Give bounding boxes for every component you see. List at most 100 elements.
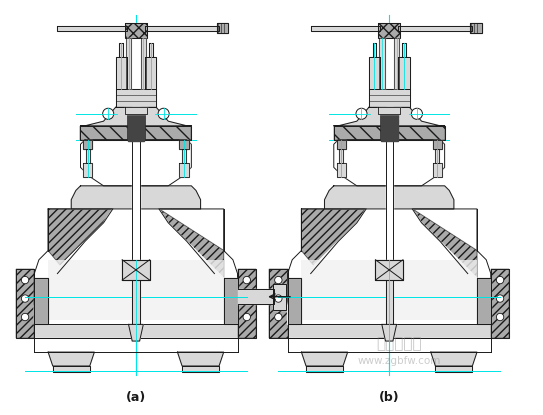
Polygon shape (149, 43, 153, 56)
Polygon shape (48, 352, 94, 366)
Polygon shape (288, 325, 491, 338)
Polygon shape (379, 38, 384, 89)
Polygon shape (48, 209, 113, 278)
Polygon shape (58, 26, 127, 31)
Polygon shape (128, 125, 144, 129)
Polygon shape (402, 43, 406, 56)
Polygon shape (145, 26, 219, 31)
Polygon shape (380, 107, 399, 140)
Polygon shape (127, 38, 145, 107)
Polygon shape (126, 38, 131, 89)
Polygon shape (179, 140, 188, 149)
Bar (80, 126, 191, 140)
Polygon shape (179, 163, 188, 177)
Polygon shape (470, 23, 482, 34)
Circle shape (243, 276, 250, 284)
Polygon shape (491, 269, 509, 338)
Circle shape (21, 295, 29, 302)
Polygon shape (34, 209, 237, 325)
Polygon shape (34, 325, 237, 338)
Polygon shape (182, 149, 186, 163)
Polygon shape (378, 23, 400, 38)
Polygon shape (80, 107, 191, 126)
Polygon shape (382, 325, 396, 341)
Polygon shape (431, 352, 477, 366)
Polygon shape (80, 140, 191, 186)
Polygon shape (325, 186, 454, 209)
Polygon shape (132, 107, 140, 260)
Circle shape (496, 313, 504, 321)
Polygon shape (372, 43, 376, 56)
Polygon shape (394, 38, 399, 89)
Circle shape (243, 295, 250, 302)
Circle shape (496, 276, 504, 284)
Circle shape (158, 108, 169, 120)
Polygon shape (178, 352, 224, 366)
Polygon shape (334, 126, 445, 140)
Polygon shape (125, 23, 147, 38)
Polygon shape (399, 56, 409, 89)
Polygon shape (237, 289, 274, 304)
Polygon shape (339, 149, 343, 163)
Polygon shape (128, 130, 144, 135)
Polygon shape (435, 149, 439, 163)
Circle shape (356, 108, 367, 120)
Polygon shape (380, 38, 399, 107)
Polygon shape (125, 107, 147, 114)
Polygon shape (141, 38, 146, 89)
Bar (48, 260, 224, 320)
Polygon shape (237, 269, 256, 338)
Polygon shape (83, 163, 92, 177)
Polygon shape (288, 209, 491, 325)
Polygon shape (145, 56, 156, 89)
Polygon shape (116, 56, 127, 89)
Polygon shape (334, 107, 445, 126)
Polygon shape (306, 366, 343, 372)
Polygon shape (386, 107, 393, 260)
Polygon shape (433, 140, 442, 149)
Polygon shape (301, 352, 348, 366)
Polygon shape (129, 325, 143, 341)
Polygon shape (369, 89, 409, 107)
Polygon shape (412, 209, 477, 278)
Text: (b): (b) (379, 391, 400, 404)
Polygon shape (375, 260, 403, 280)
Polygon shape (16, 269, 34, 338)
Bar (334, 126, 445, 140)
Polygon shape (381, 136, 397, 141)
Circle shape (243, 313, 250, 321)
Polygon shape (34, 338, 237, 352)
Polygon shape (182, 366, 219, 372)
Polygon shape (399, 26, 472, 31)
Polygon shape (369, 56, 380, 89)
Polygon shape (381, 125, 397, 129)
Polygon shape (128, 136, 144, 141)
Polygon shape (273, 284, 286, 310)
Polygon shape (269, 269, 288, 338)
Circle shape (275, 313, 282, 321)
Polygon shape (288, 338, 491, 352)
Polygon shape (381, 120, 397, 124)
Polygon shape (217, 23, 228, 34)
Polygon shape (269, 269, 288, 338)
Text: 中国泵阀网: 中国泵阀网 (376, 337, 422, 352)
Polygon shape (288, 278, 301, 325)
Polygon shape (122, 260, 150, 280)
Polygon shape (435, 366, 472, 372)
Polygon shape (53, 366, 90, 372)
Polygon shape (119, 43, 123, 56)
Polygon shape (159, 209, 224, 278)
Polygon shape (381, 130, 397, 135)
Polygon shape (378, 107, 400, 114)
Polygon shape (116, 89, 156, 107)
Bar (125, 23, 147, 38)
Bar (301, 260, 477, 320)
Polygon shape (83, 140, 92, 149)
Polygon shape (491, 269, 509, 338)
Polygon shape (132, 280, 140, 325)
Polygon shape (71, 186, 200, 209)
Polygon shape (288, 209, 491, 325)
Polygon shape (128, 114, 144, 118)
Polygon shape (224, 278, 237, 325)
Polygon shape (412, 209, 477, 278)
